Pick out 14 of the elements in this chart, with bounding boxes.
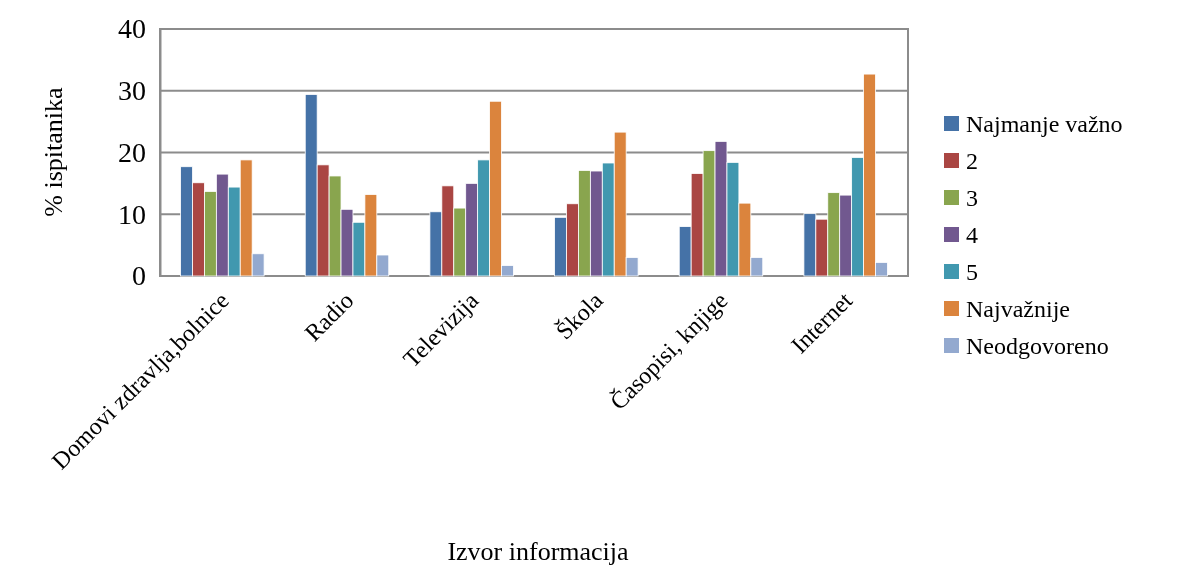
y-axis-title: % ispitanika — [39, 86, 68, 217]
y-tick-label: 10 — [118, 198, 146, 230]
y-tick-label: 20 — [118, 136, 146, 168]
legend-label: 4 — [966, 222, 978, 248]
y-tick-label: 30 — [118, 75, 146, 107]
y-tick-label: 40 — [118, 13, 146, 45]
x-axis-title: Izvor informacija — [447, 537, 630, 566]
legend-label: 2 — [966, 148, 978, 174]
legend-label: 5 — [966, 259, 978, 285]
legend-label: 3 — [966, 185, 978, 211]
legend-label: Najmanje važno — [966, 111, 1123, 137]
y-tick-label: 0 — [132, 260, 146, 292]
legend-label: Najvažnije — [966, 296, 1070, 322]
legend-label: Neodgovoreno — [966, 333, 1109, 359]
